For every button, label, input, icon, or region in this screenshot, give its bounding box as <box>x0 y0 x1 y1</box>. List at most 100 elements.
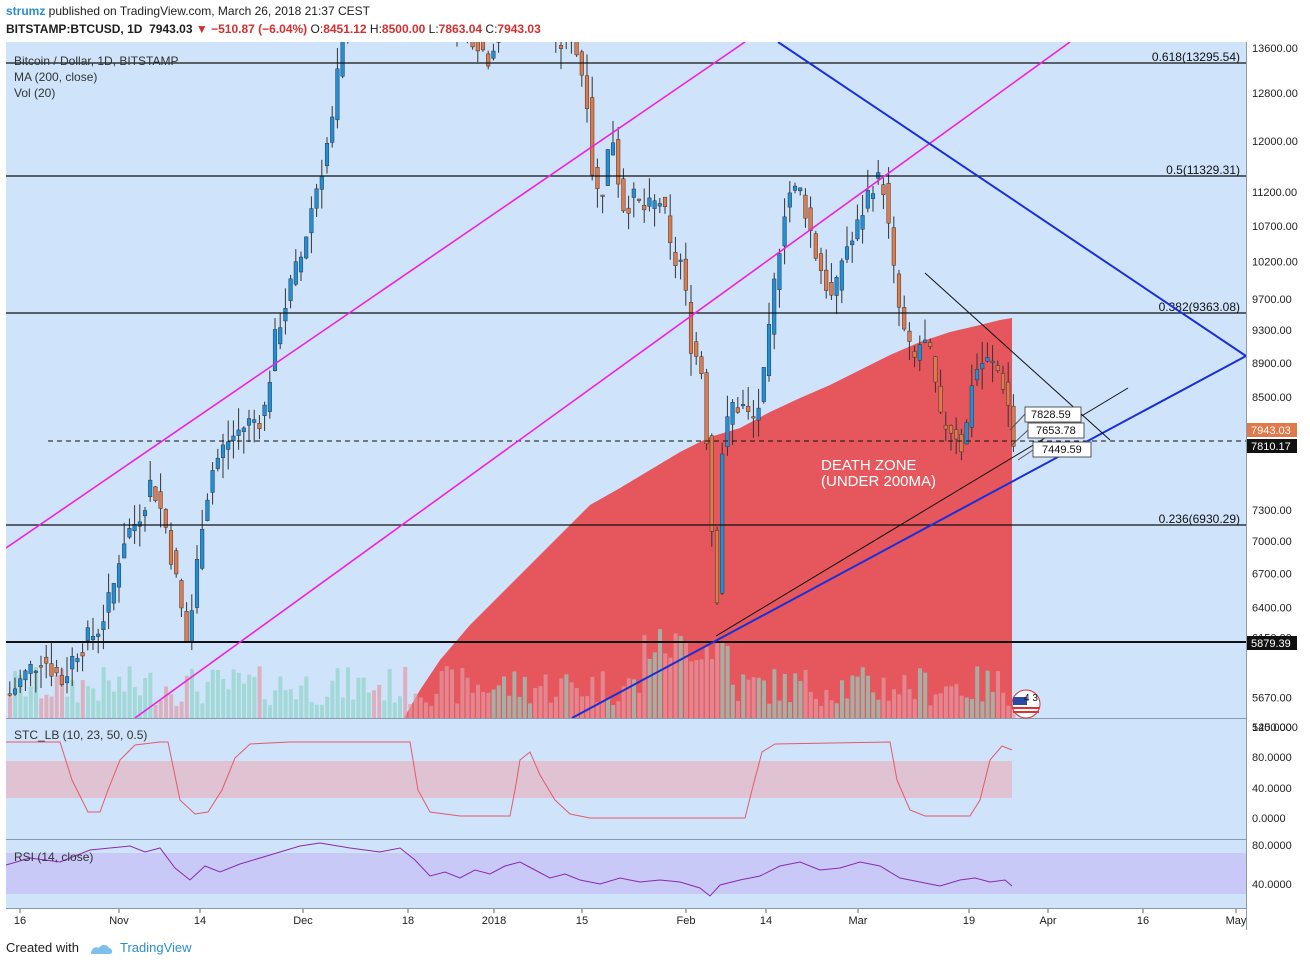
candle-down <box>683 258 688 291</box>
volume-bar <box>372 690 376 718</box>
volume-bar <box>746 679 751 718</box>
candle-down <box>818 253 824 271</box>
candle-up <box>70 655 75 670</box>
candle-down <box>694 341 699 357</box>
legend-rsi: RSI (14, close) <box>14 850 93 864</box>
volume-bar <box>954 684 959 718</box>
price-axis[interactable]: 13600.00 12800.00 12000.00 11200.00 10700.00… <box>1252 43 1298 734</box>
volume-bar <box>829 700 834 718</box>
volume-bar <box>86 686 90 718</box>
date-tick-mar: Mar <box>849 915 868 927</box>
volume-bar <box>294 699 298 718</box>
volume-bar <box>918 668 922 718</box>
low-value: 7863.04 <box>438 22 483 36</box>
volume-bar <box>190 668 194 718</box>
candle-down <box>808 207 813 231</box>
legend-main: Bitcoin / Dollar, 1D, BITSTAMP <box>14 54 179 68</box>
author-link[interactable]: strumz <box>6 4 46 18</box>
volume-bar <box>221 678 226 718</box>
last-price: 7943.03 <box>149 22 193 36</box>
price-tick-7000: 7000.00 <box>1252 536 1292 548</box>
volume-bar <box>320 704 324 718</box>
volume-bar <box>814 698 818 718</box>
candle-down <box>480 42 486 51</box>
candle-down <box>179 580 184 609</box>
volume-bar <box>730 684 735 718</box>
candle-down <box>475 42 480 52</box>
candle-up <box>18 678 23 687</box>
price-chart[interactable]: 0.618(13295.54) 0.5(11329.31) 0.382(9363… <box>0 40 1310 934</box>
volume-bar <box>408 703 413 718</box>
volume-bar <box>803 669 808 718</box>
candle-down <box>673 252 678 266</box>
date-tick-18: 18 <box>402 915 414 927</box>
publish-header: strumz published on TradingView.com, Mar… <box>6 4 370 18</box>
volume-bar <box>158 700 163 718</box>
candle-up <box>860 215 865 230</box>
published-text: published on TradingView.com, March 26, … <box>45 4 370 18</box>
candle-up <box>844 246 850 260</box>
volume-bar <box>938 693 943 718</box>
volume-bar <box>668 657 673 718</box>
volume-bar <box>75 702 80 718</box>
volume-bar <box>824 689 829 718</box>
candle-up <box>189 610 194 643</box>
callout-7653: 7653.78 <box>1036 425 1076 437</box>
price-tick-11200: 11200.00 <box>1252 187 1297 199</box>
candle-down <box>174 550 179 575</box>
us-flag-icon[interactable]: 4 3 <box>1011 689 1041 719</box>
candle-down <box>80 652 85 657</box>
volume-bar <box>314 704 319 718</box>
volume-bar <box>481 691 486 718</box>
date-tick-2018: 2018 <box>482 915 506 927</box>
candle-down <box>569 42 574 43</box>
candle-down <box>470 42 475 48</box>
date-tick-may: May <box>1226 915 1247 927</box>
volume-bar <box>548 702 553 718</box>
candle-up <box>267 382 272 412</box>
symbol-label: BITSTAMP:BTCUSD, 1D <box>6 22 143 36</box>
volume-bar <box>91 688 96 718</box>
candle-up <box>324 143 330 167</box>
volume-bar <box>736 701 740 718</box>
volume-bar <box>424 702 428 718</box>
volume-bar <box>101 667 106 718</box>
candle-down <box>959 434 964 453</box>
volume-bar <box>403 666 408 718</box>
candle-up <box>319 175 324 190</box>
candle-up <box>335 68 340 121</box>
change-value: −510.87 (−6.04%) <box>211 22 308 36</box>
candle-up <box>964 422 969 445</box>
volume-bar <box>356 677 361 718</box>
volume-bar <box>517 697 522 718</box>
time-axis[interactable]: 16 Nov 14 Dec 18 2018 15 Feb 14 Mar 19 Apr 16 May <box>14 909 1247 927</box>
candle-up <box>782 216 787 247</box>
volume-bar <box>886 700 891 718</box>
volume-bar <box>476 684 480 718</box>
volume-bar <box>226 689 231 718</box>
stc-axis: 120.0000 80.0000 40.0000 0.0000 <box>1252 722 1298 825</box>
volume-bar <box>840 680 844 718</box>
candle-up <box>236 429 241 436</box>
price-tick-5670: 5670.00 <box>1252 693 1292 705</box>
candle-down <box>153 486 158 501</box>
candle-up <box>127 528 132 538</box>
volume-bar <box>288 689 293 718</box>
candle-up <box>850 240 855 246</box>
volume-bar <box>902 674 907 718</box>
volume-bar <box>174 705 179 718</box>
volume-bar <box>23 696 28 718</box>
volume-bar <box>398 696 402 718</box>
volume-bar <box>704 646 709 718</box>
volume-bar <box>600 671 605 718</box>
candle-down <box>829 282 834 296</box>
candle-up <box>652 200 657 209</box>
candle-down <box>642 204 647 211</box>
candle-up <box>252 419 257 423</box>
volume-bar <box>564 674 569 718</box>
death-zone-subtitle: (UNDER 200MA) <box>821 473 936 490</box>
volume-bar <box>881 677 886 718</box>
tradingview-link[interactable]: TradingView <box>120 940 192 955</box>
volume-bar <box>96 700 101 718</box>
price-tick-7300: 7300.00 <box>1252 505 1292 517</box>
